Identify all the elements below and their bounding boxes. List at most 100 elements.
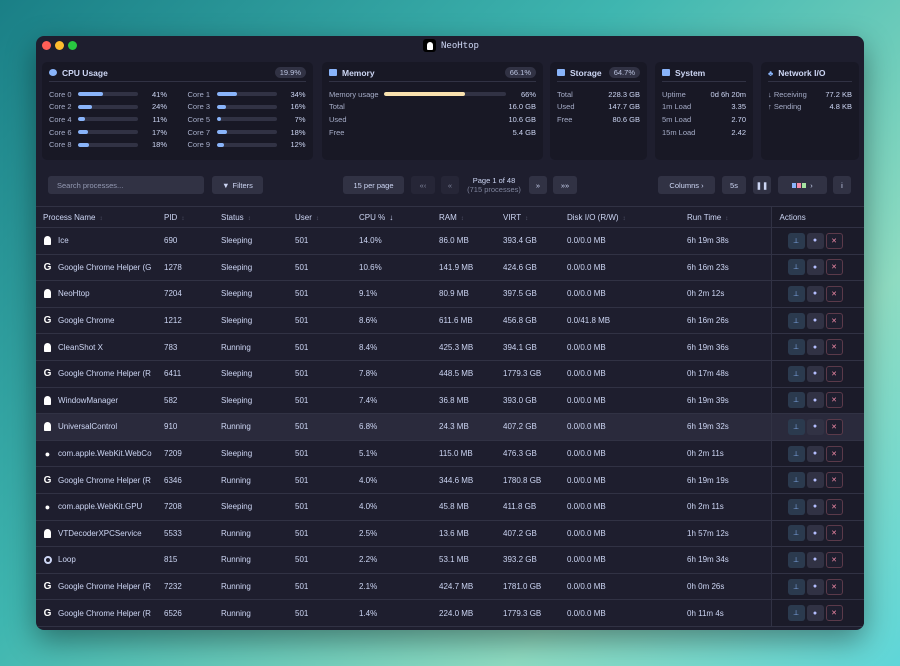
kill-button[interactable]: ✕ xyxy=(825,578,843,595)
per-page-select[interactable]: 15 per page xyxy=(343,176,404,194)
virt: 393.0 GB xyxy=(503,387,567,415)
info-button[interactable]: ● xyxy=(806,525,824,542)
column-header-label: Process Name xyxy=(43,212,96,222)
info-button[interactable]: ● xyxy=(806,259,824,276)
kill-button[interactable]: ✕ xyxy=(825,472,843,489)
core-label: Core 7 xyxy=(187,127,211,137)
close-window-button[interactable] xyxy=(42,41,51,50)
info-button[interactable]: ● xyxy=(806,472,824,489)
kill-button[interactable]: ✕ xyxy=(825,551,843,568)
info-button[interactable]: ● xyxy=(806,392,824,409)
info-button[interactable]: ● xyxy=(806,445,824,462)
table-row[interactable]: G Google Chrome Helper (G 1278 Sleeping 5… xyxy=(36,254,864,282)
pin-button[interactable]: ⊥ xyxy=(787,312,805,329)
column-header[interactable]: CPU % ↓ xyxy=(359,206,439,228)
ghost-icon xyxy=(43,528,52,538)
table-row[interactable]: G Google Chrome Helper (R 6526 Running 50… xyxy=(36,599,864,627)
table-row[interactable]: CleanShot X 783 Running 501 8.4% 425.3 M… xyxy=(36,333,864,361)
info-button[interactable]: ● xyxy=(806,498,824,515)
table-row[interactable]: G Google Chrome 1212 Sleeping 501 8.6% 61… xyxy=(36,307,864,335)
kill-button[interactable]: ✕ xyxy=(825,418,843,435)
kill-button[interactable]: ✕ xyxy=(825,339,843,356)
theme-button[interactable]: › xyxy=(778,176,827,194)
table-row[interactable]: NeoHtop 7204 Sleeping 501 9.1% 80.9 MB 3… xyxy=(36,280,864,308)
info-button[interactable]: ● xyxy=(806,312,824,329)
pin-button[interactable]: ⊥ xyxy=(787,392,805,409)
kill-button[interactable]: ✕ xyxy=(825,365,843,382)
kill-button[interactable]: ✕ xyxy=(825,498,843,515)
column-header[interactable]: Status ↕ xyxy=(221,206,295,228)
table-row[interactable]: ● com.apple.WebKit.WebCo 7209 Sleeping 50… xyxy=(36,440,864,468)
pin-button[interactable]: ⊥ xyxy=(787,525,805,542)
kill-button[interactable]: ✕ xyxy=(825,259,843,276)
table-row[interactable]: G Google Chrome Helper (R 6346 Running 50… xyxy=(36,466,864,494)
stat-value: 0d 6h 20m xyxy=(710,89,746,99)
table-row[interactable]: Ice 690 Sleeping 501 14.0% 86.0 MB 393.4… xyxy=(36,227,864,255)
kill-button[interactable]: ✕ xyxy=(825,392,843,409)
column-header[interactable]: VIRT ↕ xyxy=(503,206,567,228)
info-button[interactable]: ● xyxy=(806,605,824,622)
info-button[interactable]: ● xyxy=(806,578,824,595)
pin-button[interactable]: ⊥ xyxy=(787,551,805,568)
table-row[interactable]: WindowManager 582 Sleeping 501 7.4% 36.8… xyxy=(36,387,864,415)
table-row[interactable]: UniversalControl 910 Running 501 6.8% 24… xyxy=(36,413,864,441)
pin-button[interactable]: ⊥ xyxy=(787,578,805,595)
info-button[interactable]: ● xyxy=(806,551,824,568)
ram: 224.0 MB xyxy=(439,599,503,627)
table-row[interactable]: VTDecoderXPCService 5533 Running 501 2.5… xyxy=(36,520,864,548)
pin-button[interactable]: ⊥ xyxy=(787,232,805,249)
pin-button[interactable]: ⊥ xyxy=(787,365,805,382)
last-page-button[interactable]: »» xyxy=(553,176,577,194)
kill-button[interactable]: ✕ xyxy=(825,525,843,542)
info-button[interactable]: ● xyxy=(806,232,824,249)
system-card: System Uptime 0d 6h 20m 1m Load 3.35 5m Load… xyxy=(655,62,753,160)
info-button[interactable]: ● xyxy=(806,365,824,382)
info-button[interactable]: i xyxy=(833,176,851,194)
disk-io: 0.0/0.0 MB xyxy=(567,440,687,468)
core-list: Core 0 41% Core 1 34% Core 2 24% Core 3 16% Core… xyxy=(49,88,306,151)
kill-button[interactable]: ✕ xyxy=(825,285,843,302)
info-button[interactable]: ● xyxy=(806,285,824,302)
stat-row: 15m Load 2.42 xyxy=(662,126,746,139)
first-page-button[interactable]: «‹ xyxy=(411,176,435,194)
column-header[interactable]: Disk I/O (R/W) ↕ xyxy=(567,206,687,228)
column-header[interactable]: RAM ↕ xyxy=(439,206,503,228)
kill-button[interactable]: ✕ xyxy=(825,605,843,622)
pin-button[interactable]: ⊥ xyxy=(787,259,805,276)
maximize-window-button[interactable] xyxy=(68,41,77,50)
status: Running xyxy=(221,546,295,574)
table-row[interactable]: Loop 815 Running 501 2.2% 53.1 MB 393.2 … xyxy=(36,546,864,574)
table-row[interactable]: ● com.apple.WebKit.GPU 7208 Sleeping 501 … xyxy=(36,493,864,521)
column-header[interactable]: Run Time ↕ xyxy=(687,206,771,228)
pause-button[interactable]: ❚❚ xyxy=(753,176,771,194)
pin-button[interactable]: ⊥ xyxy=(787,498,805,515)
table-row[interactable]: G Google Chrome Helper (R 6411 Sleeping 5… xyxy=(36,360,864,388)
disk-io: 0.0/0.0 MB xyxy=(567,413,687,441)
table-row[interactable]: G Google Chrome Helper (R 7232 Running 50… xyxy=(36,573,864,601)
minimize-window-button[interactable] xyxy=(55,41,64,50)
column-header[interactable]: PID ↕ xyxy=(164,206,221,228)
user: 501 xyxy=(295,227,359,255)
info-button[interactable]: ● xyxy=(806,339,824,356)
info-button[interactable]: ● xyxy=(806,418,824,435)
filters-button[interactable]: ▼ Filters xyxy=(212,176,263,194)
refresh-interval-button[interactable]: 5s xyxy=(722,176,746,194)
pin-button[interactable]: ⊥ xyxy=(787,418,805,435)
google-icon: G xyxy=(43,581,52,592)
column-header[interactable]: Process Name ↕ xyxy=(36,206,164,228)
search-input[interactable] xyxy=(48,176,204,194)
pin-button[interactable]: ⊥ xyxy=(787,285,805,302)
pin-button[interactable]: ⊥ xyxy=(787,605,805,622)
prev-page-button[interactable]: « xyxy=(441,176,459,194)
pin-button[interactable]: ⊥ xyxy=(787,339,805,356)
pin-button[interactable]: ⊥ xyxy=(787,445,805,462)
kill-button[interactable]: ✕ xyxy=(825,312,843,329)
next-page-button[interactable]: » xyxy=(529,176,547,194)
kill-button[interactable]: ✕ xyxy=(825,232,843,249)
stat-label: 5m Load xyxy=(662,114,692,124)
columns-button[interactable]: Columns › xyxy=(658,176,715,194)
kill-button[interactable]: ✕ xyxy=(825,445,843,462)
column-header[interactable]: User ↕ xyxy=(295,206,359,228)
google-icon: G xyxy=(43,315,52,326)
pin-button[interactable]: ⊥ xyxy=(787,472,805,489)
